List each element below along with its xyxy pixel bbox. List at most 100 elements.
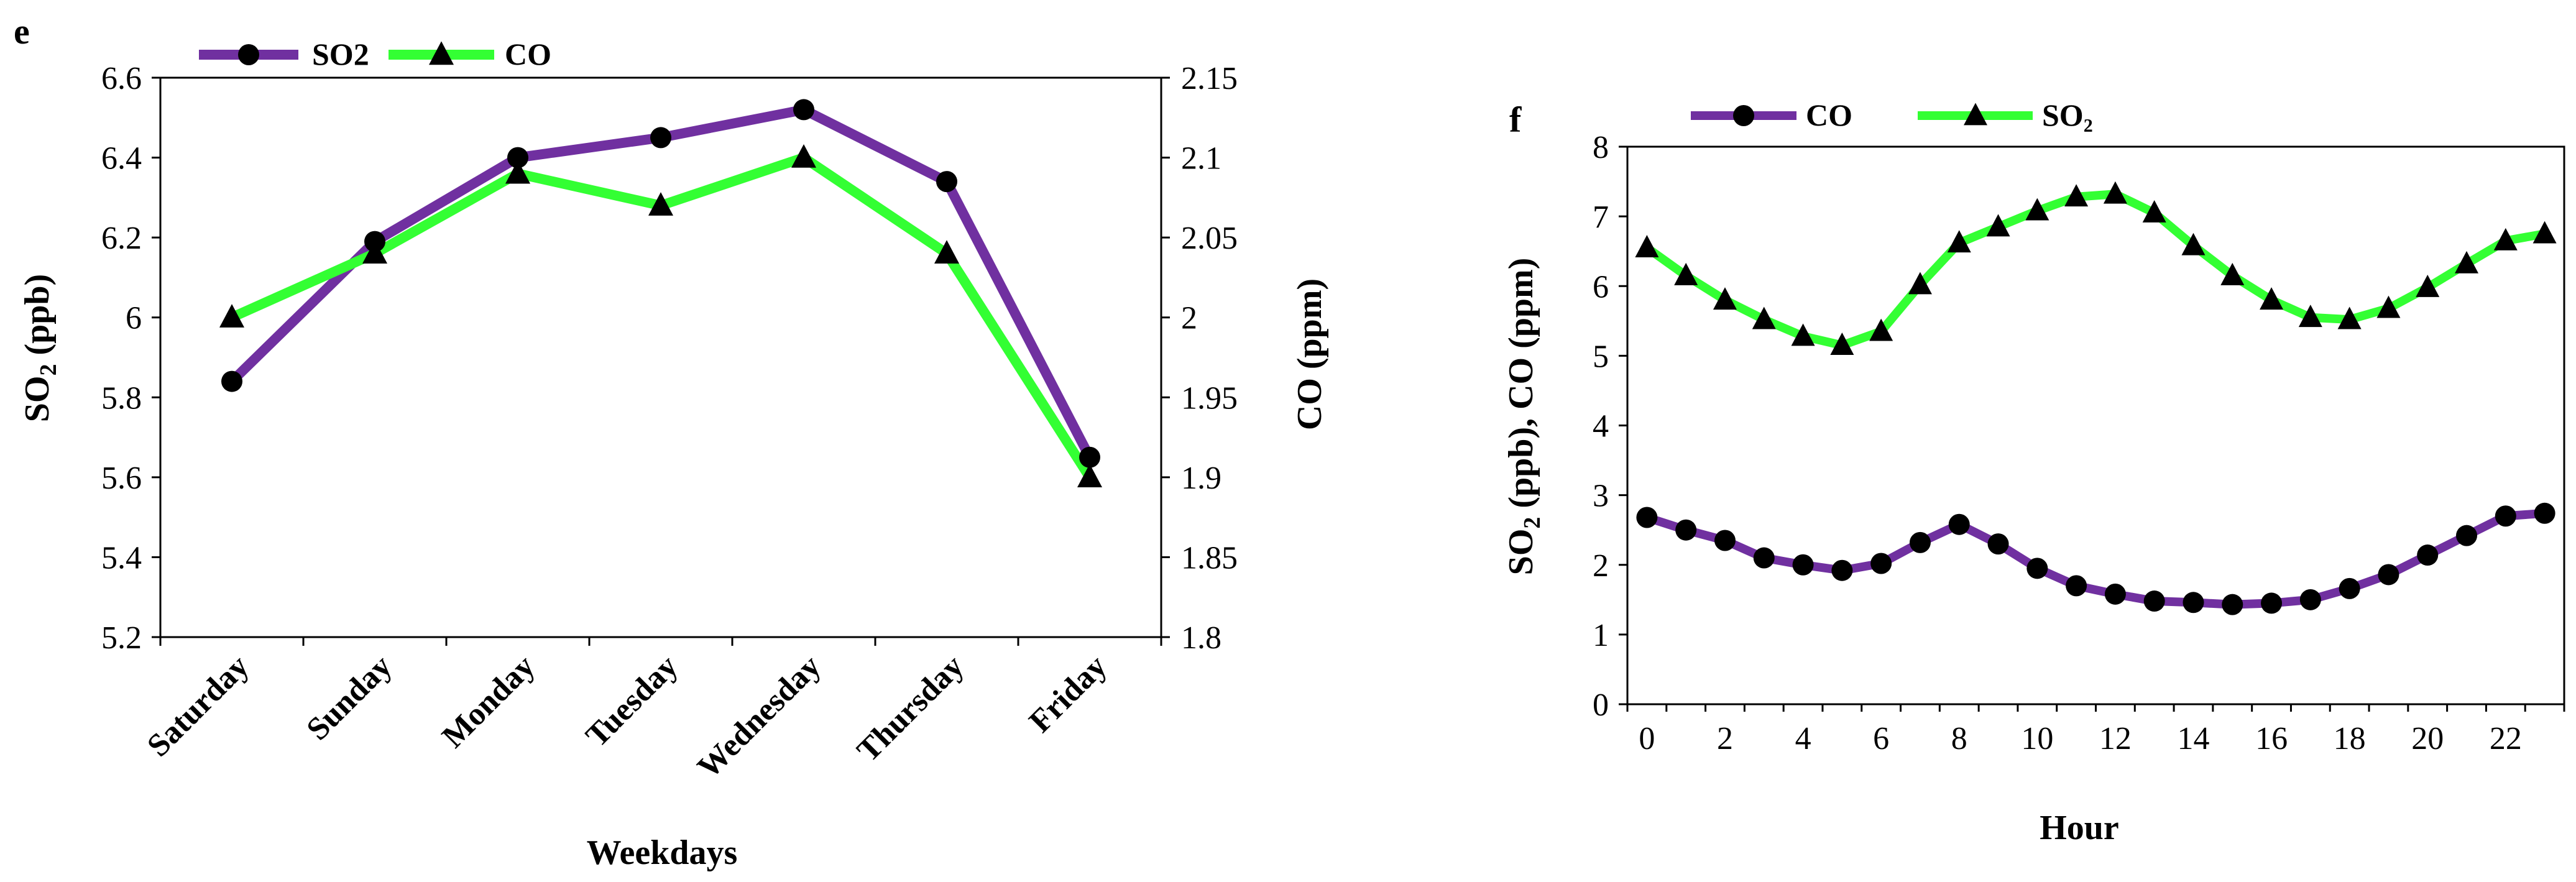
panel-f-xtick-label: 22 (2490, 721, 2522, 756)
panel-f-label: f (1509, 99, 1522, 140)
panel-e-point-so2 (793, 99, 814, 121)
panel-f-series-line-co (1645, 508, 2546, 609)
panel-e-xtick-label: Friday (1023, 648, 1114, 740)
panel-f-series-line-so2 (1644, 190, 2546, 350)
panel-f-xtick-label: 20 (2411, 721, 2444, 756)
panel-f-point-so2 (2103, 181, 2127, 204)
panel-f-ytick-label: 7 (1593, 200, 1609, 235)
panel-e-point-co (1077, 464, 1102, 488)
panel-f-legend-marker-so2 (1964, 103, 1987, 126)
panel-f-xtick-label: 14 (2177, 721, 2209, 756)
panel-e-ytick-left-label: 6.4 (101, 141, 142, 177)
panel-f-point-co (2456, 525, 2478, 546)
panel-e-ytick-right-label: 2.1 (1181, 141, 1221, 177)
panel-f-legend-marker-co (1733, 105, 1754, 126)
panel-f-point-so2 (2181, 232, 2206, 255)
panel-f-point-co (1948, 513, 1970, 535)
panel-e-xtick-label: Monday (435, 648, 541, 755)
panel-e-legend-label-so2: SO2 (312, 37, 369, 71)
panel-f-point-co (2183, 592, 2204, 613)
panel-f-point-so2 (1752, 306, 1776, 329)
panel-f-xtick-label: 8 (1951, 721, 1967, 756)
panel-e-ylabel-right: CO (ppm) (1290, 278, 1329, 430)
panel-f-point-so2 (2337, 306, 2362, 329)
panel-f-point-so2 (1713, 287, 1737, 310)
panel-f-point-so2 (1791, 323, 1815, 346)
panel-f-xtick-label: 4 (1795, 721, 1811, 756)
panel-e-legend-marker-so2 (238, 44, 259, 65)
panel-f-point-co (2339, 577, 2360, 599)
panel-f-point-co (2534, 502, 2555, 524)
panel-f-point-co (2222, 594, 2243, 615)
panel-e-ytick-left-label: 6 (126, 301, 142, 336)
panel-f-xtick-label: 16 (2255, 721, 2288, 756)
panel-f-point-co (1753, 547, 1775, 569)
panel-f-point-co (1987, 533, 2009, 555)
chart-marks: 5.2 5.4 5.6 5.8 6 6.2 6.4 6.6 1.8 1.85 1.9 1.95 2 2.0… (101, 37, 2565, 785)
panel-f-point-so2 (2220, 262, 2245, 285)
panel-f-xtick-label: 18 (2334, 721, 2366, 756)
panel-e-point-co (219, 304, 244, 328)
panel-f-point-so2 (2064, 184, 2089, 207)
panel-f-point-co (1792, 554, 1814, 576)
panel-f-point-so2 (2416, 274, 2440, 297)
panel-f-point-co (1870, 553, 1892, 574)
panel-f-point-co (2026, 558, 2048, 579)
panel-f-point-so2 (2142, 200, 2166, 223)
panel-f-xtick-label: 12 (2099, 721, 2132, 756)
panel-f-legend-label-co: CO (1806, 98, 1852, 132)
panel-f-xlabel: Hour (2040, 809, 2119, 847)
panel-f-legend-label-so2: SO₂ (2042, 98, 2093, 132)
panel-f-point-so2 (2298, 305, 2322, 328)
panel-f-point-co (2066, 575, 2087, 597)
panel-f-point-co (1909, 531, 1931, 553)
panel-f-point-co (2417, 544, 2439, 566)
panel-e-xtick-label: Saturday (140, 648, 255, 763)
panel-f-point-so2 (1908, 272, 1932, 295)
panel-f-point-so2 (2376, 295, 2401, 318)
panel-f-xtick-label: 0 (1639, 721, 1655, 756)
panel-e-xtick-label: Wednesday (691, 648, 827, 785)
panel-e-ytick-left-label: 5.4 (101, 540, 142, 576)
panel-f-point-so2 (1869, 318, 1893, 341)
panel-e-ytick-left-label: 5.8 (101, 380, 142, 416)
panel-e-label: e (14, 11, 30, 52)
panel-e-ytick-right-label: 1.9 (1181, 461, 1221, 496)
panel-e-xlabel: Weekdays (587, 834, 738, 872)
panel-f-point-co (1675, 519, 1697, 541)
panel-f-xtick-label: 10 (2021, 721, 2053, 756)
panel-f-ytick-label: 1 (1593, 618, 1609, 653)
panel-f-point-co (2299, 589, 2321, 610)
panel-f-ytick-label: 2 (1593, 548, 1609, 584)
panel-e-plot-frame (159, 76, 1162, 638)
panel-e-ytick-right-label: 2.05 (1181, 221, 1238, 256)
panel-e-point-so2 (507, 147, 528, 168)
panel-e-ytick-left-label: 5.2 (101, 620, 142, 656)
panel-e-ytick-right-label: 1.8 (1181, 620, 1221, 656)
panel-e-point-co (362, 240, 387, 264)
panel-f-point-so2 (2493, 227, 2518, 250)
panel-e-point-co (791, 144, 816, 168)
panel-f-plot-frame (1626, 145, 2565, 705)
panel-f-point-co (2143, 590, 2165, 612)
panel-f-point-co (2104, 583, 2126, 605)
panel-f-xtick-label: 2 (1717, 721, 1733, 756)
panel-f-ytick-label: 0 (1593, 687, 1609, 723)
panel-e-xtick-label: Sunday (300, 648, 399, 747)
panel-f-point-so2 (1986, 214, 2010, 237)
panel-f-ytick-label: 8 (1593, 130, 1609, 165)
panel-e-xtick-label: Thursday (850, 648, 971, 769)
panel-f-xtick-label: 6 (1873, 721, 1889, 756)
panel-f-ytick-label: 4 (1593, 409, 1609, 444)
panel-e-ytick-right-label: 1.95 (1181, 380, 1238, 416)
panel-f-ytick-label: 5 (1593, 339, 1609, 374)
panel-f-point-co (1831, 559, 1853, 581)
panel-e-legend-label-co: CO (505, 37, 551, 71)
panel-e-xtick-label: Tuesday (579, 648, 685, 754)
panel-e-legend-marker-co (429, 41, 454, 65)
panel-e-ytick-left-label: 6.6 (101, 61, 142, 96)
panel-e-ytick-left-label: 6.2 (101, 221, 142, 256)
panel-f-point-co (2378, 564, 2399, 586)
panel-e-point-so2 (650, 127, 671, 149)
